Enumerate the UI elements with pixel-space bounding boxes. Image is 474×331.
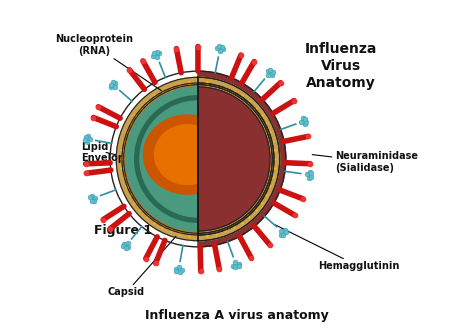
Text: Neuraminidase
(Sialidase): Neuraminidase (Sialidase) [312,152,418,173]
Text: Capsid: Capsid [108,236,176,298]
Wedge shape [135,96,198,222]
Wedge shape [198,77,280,241]
Text: Hemagglutinin: Hemagglutinin [275,225,400,271]
Ellipse shape [155,125,220,184]
Text: Influenza A virus anatomy: Influenza A virus anatomy [145,309,329,322]
Text: Lipid
Envelope: Lipid Envelope [81,142,131,163]
Wedge shape [198,87,270,231]
Circle shape [122,83,273,235]
Wedge shape [198,87,270,231]
Wedge shape [198,83,274,235]
Text: Figure 1: Figure 1 [94,224,152,237]
Text: Influenza
Virus
Anatomy: Influenza Virus Anatomy [305,42,377,90]
Text: Nucleoprotein
(RNA): Nucleoprotein (RNA) [55,34,172,98]
Wedge shape [198,85,272,233]
Circle shape [116,77,280,241]
Wedge shape [140,101,198,217]
Ellipse shape [144,115,231,194]
Wedge shape [198,71,286,247]
Wedge shape [126,87,198,231]
Wedge shape [198,83,273,235]
